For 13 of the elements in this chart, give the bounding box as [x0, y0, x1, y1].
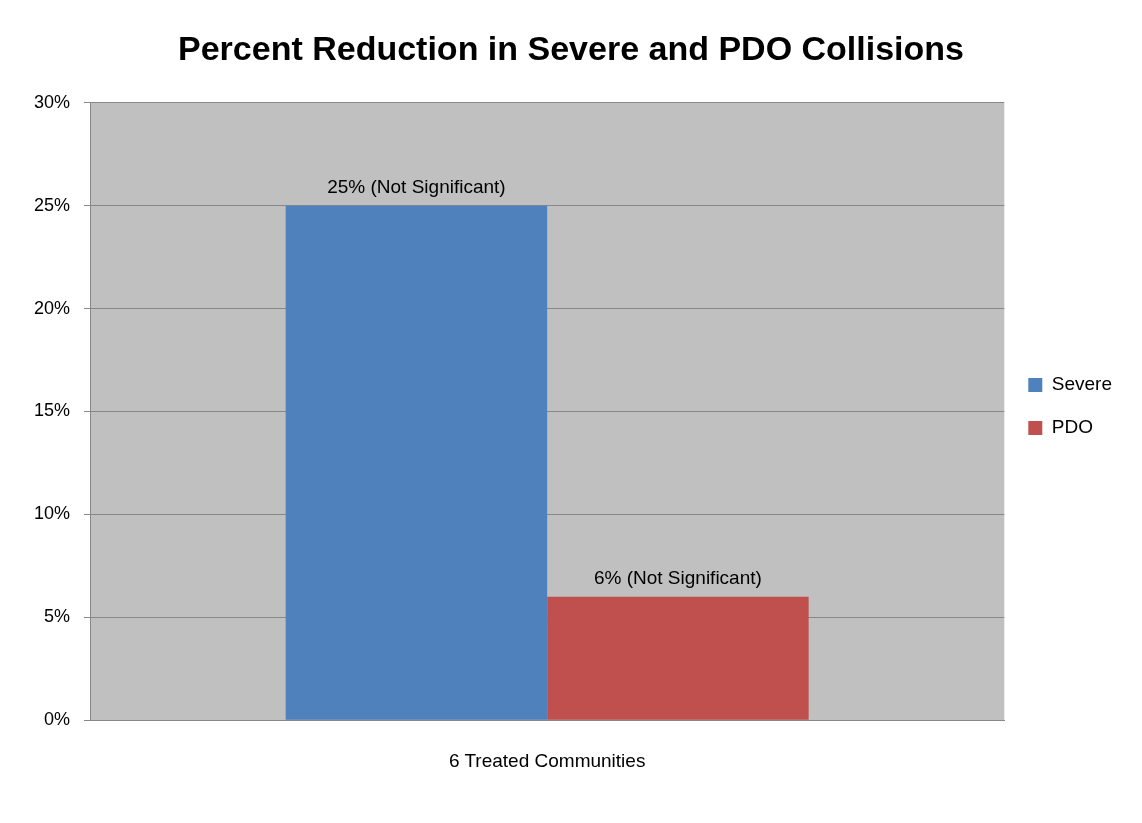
legend-label: Severe	[1051, 373, 1112, 395]
data-label: 6% (Not Significant)	[593, 566, 762, 588]
y-tick-label: 20%	[34, 297, 71, 318]
y-tick-label: 30%	[34, 91, 71, 112]
y-tick-label: 10%	[34, 503, 71, 524]
y-tick-label: 0%	[44, 709, 71, 730]
data-label: 25% (Not Significant)	[327, 175, 506, 197]
x-tick-label: 6 Treated Communities	[448, 749, 646, 771]
legend-label: PDO	[1051, 416, 1093, 438]
y-tick-label: 15%	[34, 400, 71, 421]
y-tick-label: 5%	[44, 606, 71, 627]
chart-title: Percent Reduction in Severe and PDO Collisions	[178, 28, 964, 67]
y-tick-label: 25%	[34, 194, 71, 215]
